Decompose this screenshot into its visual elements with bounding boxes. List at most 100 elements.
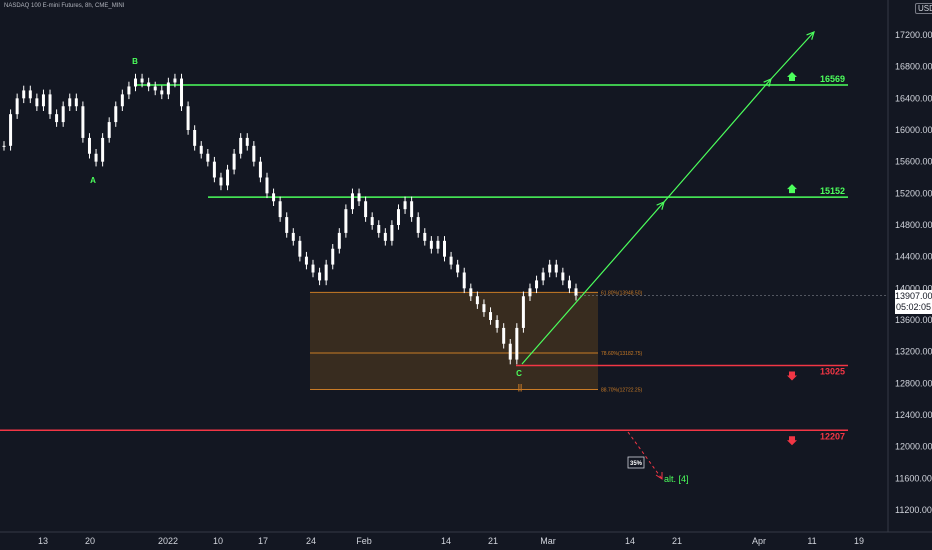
candle-body xyxy=(337,232,341,249)
x-tick-label: 10 xyxy=(213,536,223,546)
candle-body xyxy=(147,82,151,87)
candle-body xyxy=(153,86,157,91)
candle-body xyxy=(475,296,479,305)
x-tick-label: 14 xyxy=(625,536,635,546)
candle-body xyxy=(180,78,184,107)
pct-badge xyxy=(627,456,645,469)
wave-label: B xyxy=(132,57,138,66)
y-tick-label: 12400.00 xyxy=(895,410,932,420)
candle-body xyxy=(383,232,387,241)
candle-body xyxy=(298,240,302,257)
candle-body xyxy=(107,122,111,138)
x-tick-label: 13 xyxy=(38,536,48,546)
candle-body xyxy=(344,209,348,233)
candle-body xyxy=(166,82,170,95)
candle-body xyxy=(28,90,32,99)
candle-body xyxy=(199,145,203,154)
x-tick-label: 20 xyxy=(85,536,95,546)
candle-body xyxy=(81,106,85,138)
alt-projection-label: alt. [4] xyxy=(664,474,689,484)
candle-body xyxy=(35,98,39,107)
candle-body xyxy=(48,94,52,115)
y-tick-label: 13600.00 xyxy=(895,315,932,325)
bar-countdown: 05:02:05 xyxy=(895,302,932,312)
candle-body xyxy=(331,248,335,265)
wave-label: C xyxy=(516,369,522,378)
candle-body xyxy=(528,288,532,297)
candle-body xyxy=(61,106,65,123)
candle-body xyxy=(574,288,578,296)
level-label: 12207 xyxy=(820,431,845,441)
up-arrow-icon xyxy=(787,184,797,194)
projection-arrow xyxy=(521,201,665,365)
candle-body xyxy=(219,177,223,186)
current-price: 13907.00 xyxy=(895,291,932,301)
y-tick-label: 11600.00 xyxy=(895,473,932,483)
projection-arrow xyxy=(663,78,772,203)
candle-body xyxy=(55,114,59,123)
level-label: 13025 xyxy=(820,367,845,377)
candle-body xyxy=(9,114,13,146)
y-tick-label: 12000.00 xyxy=(895,442,932,452)
fib-level-label: 88.70%(12722.25) xyxy=(601,387,642,393)
wave-label: A xyxy=(90,176,96,185)
candle-body xyxy=(429,240,433,249)
currency-badge[interactable]: USD xyxy=(915,3,932,14)
candle-body xyxy=(416,217,420,233)
fib-level-label: 78.60%(13182.75) xyxy=(601,351,642,357)
candle-body xyxy=(403,201,407,210)
candle-body xyxy=(436,240,440,249)
candle-body xyxy=(160,90,164,95)
candle-body xyxy=(396,209,400,225)
pct-label: 35% xyxy=(630,461,643,467)
candle-body xyxy=(272,193,276,202)
candle-body xyxy=(423,232,427,241)
projection-arrow-head xyxy=(806,30,815,40)
candle-body xyxy=(469,288,473,297)
candle-body xyxy=(140,78,144,83)
candle-body xyxy=(212,161,216,178)
candle-body xyxy=(193,130,197,146)
candle-body xyxy=(87,137,91,154)
y-tick-label: 14400.00 xyxy=(895,252,932,262)
candle-body xyxy=(324,264,328,281)
candle-body xyxy=(94,153,98,162)
candle-body xyxy=(41,94,45,107)
candle-body xyxy=(114,106,118,123)
y-tick-label: 17200.00 xyxy=(895,30,932,40)
candle-body xyxy=(364,201,368,218)
candle-body xyxy=(535,280,539,289)
candle-body xyxy=(443,240,447,257)
chart-title: NASDAQ 100 E-mini Futures, 8h, CME_MINI xyxy=(4,3,125,9)
candle-body xyxy=(561,272,565,281)
candle-body xyxy=(495,320,499,328)
x-tick-label: 21 xyxy=(672,536,682,546)
candle-body xyxy=(508,343,512,360)
candle-body xyxy=(291,232,295,241)
candle-body xyxy=(186,106,190,130)
candle-body xyxy=(318,272,322,281)
candle-body xyxy=(278,201,282,218)
down-arrow-icon xyxy=(787,436,797,446)
x-tick-label: 21 xyxy=(488,536,498,546)
candle-body xyxy=(173,78,177,83)
candle-body xyxy=(239,137,243,154)
fib-level-label: 61.80%(13948.50) xyxy=(601,290,642,296)
y-tick-label: 11200.00 xyxy=(895,505,932,515)
y-tick-label: 13200.00 xyxy=(895,347,932,357)
x-tick-label: Apr xyxy=(752,536,766,546)
x-tick-label: 14 xyxy=(441,536,451,546)
candle-body xyxy=(541,272,545,281)
candle-body xyxy=(68,98,72,107)
y-tick-label: 12800.00 xyxy=(895,378,932,388)
candle-body xyxy=(502,327,506,344)
candle-body xyxy=(74,98,78,107)
x-tick-label: 2022 xyxy=(158,536,178,546)
candle-body xyxy=(456,264,460,273)
wave-label: || xyxy=(518,383,522,392)
up-arrow-icon xyxy=(787,71,797,81)
y-tick-label: 15200.00 xyxy=(895,188,932,198)
candle-body xyxy=(304,256,308,265)
candle-body xyxy=(15,98,19,115)
